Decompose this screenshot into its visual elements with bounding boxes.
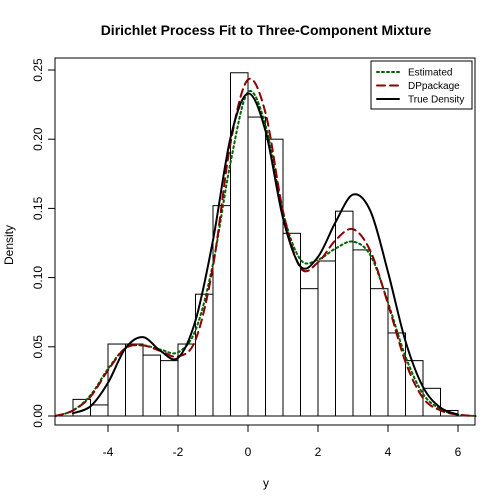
series-dppackage (54, 77, 477, 417)
y-tick-label-5: 0.20 (31, 127, 45, 151)
y-tick-label-2: 0.05 (31, 335, 45, 359)
plot-region (54, 57, 476, 426)
x-tick-label-5: 4 (385, 445, 392, 459)
x-tick-label-1: -4 (103, 445, 114, 459)
x-tick-label-2: -2 (173, 445, 184, 459)
histogram-bar-5 (142, 354, 161, 417)
histogram-bar-14 (300, 288, 319, 417)
chart-title: Dirichlet Process Fit to Three-Component… (101, 22, 432, 38)
y-axis: 0.00 0.05 0.10 0.15 0.20 0.25 (31, 58, 56, 428)
x-axis: -4 -2 0 2 4 6 (103, 424, 462, 459)
y-axis-title: Density (2, 225, 16, 265)
histogram-bar-4 (125, 343, 144, 417)
y-tick-label-6: 0.25 (31, 58, 45, 82)
histogram-bar-18 (370, 288, 389, 417)
legend-label-2: DPpackage (408, 81, 460, 92)
histogram-bar-9 (212, 205, 231, 417)
x-tick-label-4: 2 (315, 445, 322, 459)
histogram-bar-11 (247, 116, 266, 417)
series-true-density (72, 92, 459, 416)
x-tick-label-6: 6 (455, 445, 462, 459)
histogram-bar-2 (90, 404, 109, 417)
y-tick-label-1: 0.00 (31, 404, 45, 428)
y-tick-label-3: 0.10 (31, 266, 45, 290)
histogram-bar-6 (160, 360, 179, 417)
histogram-bar-12 (265, 138, 284, 417)
histogram-bar-19 (387, 332, 406, 417)
legend-label-3: True Density (408, 95, 464, 106)
legend: Estimated DPpackage True Density (370, 60, 473, 110)
legend-label-1: Estimated (408, 68, 452, 79)
x-axis-title: y (263, 476, 269, 490)
density-series-layer (54, 77, 477, 417)
histogram-bar-15 (317, 260, 336, 417)
legend-box (370, 60, 473, 110)
x-tick-label-3: 0 (245, 445, 252, 459)
histogram-bar-17 (352, 249, 371, 417)
y-tick-label-4: 0.15 (31, 196, 45, 220)
